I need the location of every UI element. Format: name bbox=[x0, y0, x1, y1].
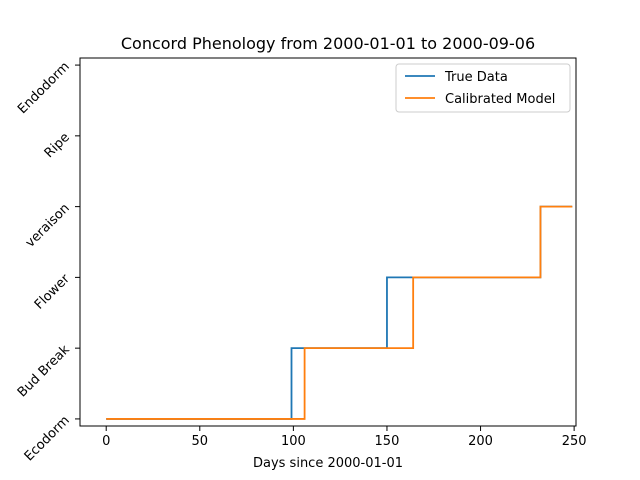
x-tick-label: 200 bbox=[468, 434, 493, 449]
x-axis-label: Days since 2000-01-01 bbox=[253, 456, 403, 471]
x-tick-label: 50 bbox=[192, 434, 209, 449]
y-tick-label: Ripe bbox=[42, 130, 73, 161]
series-line-calibrated-model bbox=[106, 205, 573, 420]
legend-label-true-data: True Data bbox=[444, 70, 508, 85]
x-tick-label: 0 bbox=[102, 434, 110, 449]
series-line-true-data bbox=[106, 205, 573, 420]
x-tick-label: 150 bbox=[375, 434, 400, 449]
y-tick-label: veraison bbox=[23, 201, 73, 251]
y-tick-label: Flower bbox=[32, 271, 73, 312]
legend-box bbox=[395, 63, 571, 113]
x-tick-label: 100 bbox=[281, 434, 306, 449]
x-tick-label: 250 bbox=[562, 434, 587, 449]
chart-title: Concord Phenology from 2000-01-01 to 200… bbox=[121, 34, 535, 53]
y-tick-label: Bud Break bbox=[15, 342, 73, 400]
plot-frame bbox=[79, 57, 577, 427]
y-tick-label: Endodorm bbox=[15, 59, 73, 117]
y-tick-label: Ecodorm bbox=[22, 413, 73, 464]
plot-area: 0 50 100 150 200 250 Ecodorm Bud Break Flower ver… bbox=[15, 57, 587, 464]
legend: True Data Calibrated Model bbox=[395, 63, 571, 113]
legend-label-calibrated-model: Calibrated Model bbox=[445, 92, 555, 107]
